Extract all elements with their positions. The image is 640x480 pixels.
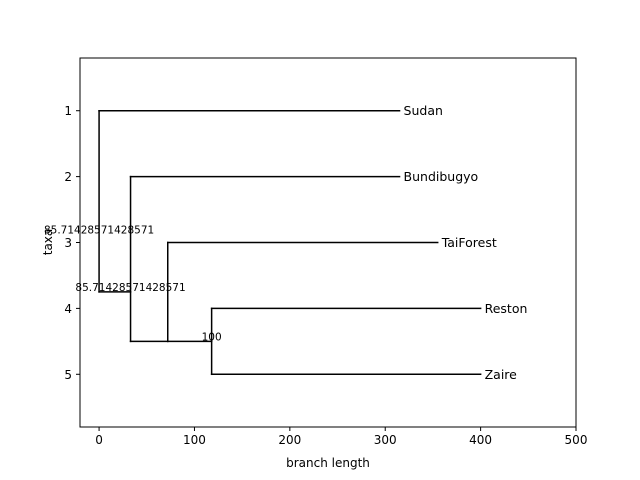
node-labels: Sudan Bundibugyo TaiForest Reston Zaire 85.71… xyxy=(44,103,527,382)
support-label-n3: 100 xyxy=(202,331,222,343)
x-axis-ticks: 0 100 200 300 400 500 xyxy=(95,427,587,447)
leaf-label-sudan: Sudan xyxy=(404,103,443,118)
y-tick-label: 3 xyxy=(64,236,72,250)
x-tick-label: 200 xyxy=(278,433,301,447)
x-axis-label: branch length xyxy=(286,456,370,470)
y-tick-label: 2 xyxy=(64,170,72,184)
x-tick-label: 0 xyxy=(95,433,103,447)
x-tick-label: 500 xyxy=(565,433,588,447)
leaf-label-bundibugyo: Bundibugyo xyxy=(404,169,479,184)
x-tick-label: 400 xyxy=(469,433,492,447)
leaf-label-zaire: Zaire xyxy=(485,367,518,382)
y-axis-label: taxa xyxy=(41,229,55,256)
leaf-label-reston: Reston xyxy=(485,301,528,316)
x-tick-label: 100 xyxy=(183,433,206,447)
x-tick-label: 300 xyxy=(374,433,397,447)
support-label-n1: 85.71428571428571 xyxy=(75,282,185,294)
y-axis-ticks: 1 2 3 4 5 xyxy=(64,104,80,382)
y-tick-label: 4 xyxy=(64,302,72,316)
support-label-root: 85.71428571428571 xyxy=(44,224,154,236)
tree-branches xyxy=(98,109,482,376)
y-tick-label: 5 xyxy=(64,368,72,382)
leaf-label-taiforest: TaiForest xyxy=(441,235,497,250)
y-tick-label: 1 xyxy=(64,104,72,118)
